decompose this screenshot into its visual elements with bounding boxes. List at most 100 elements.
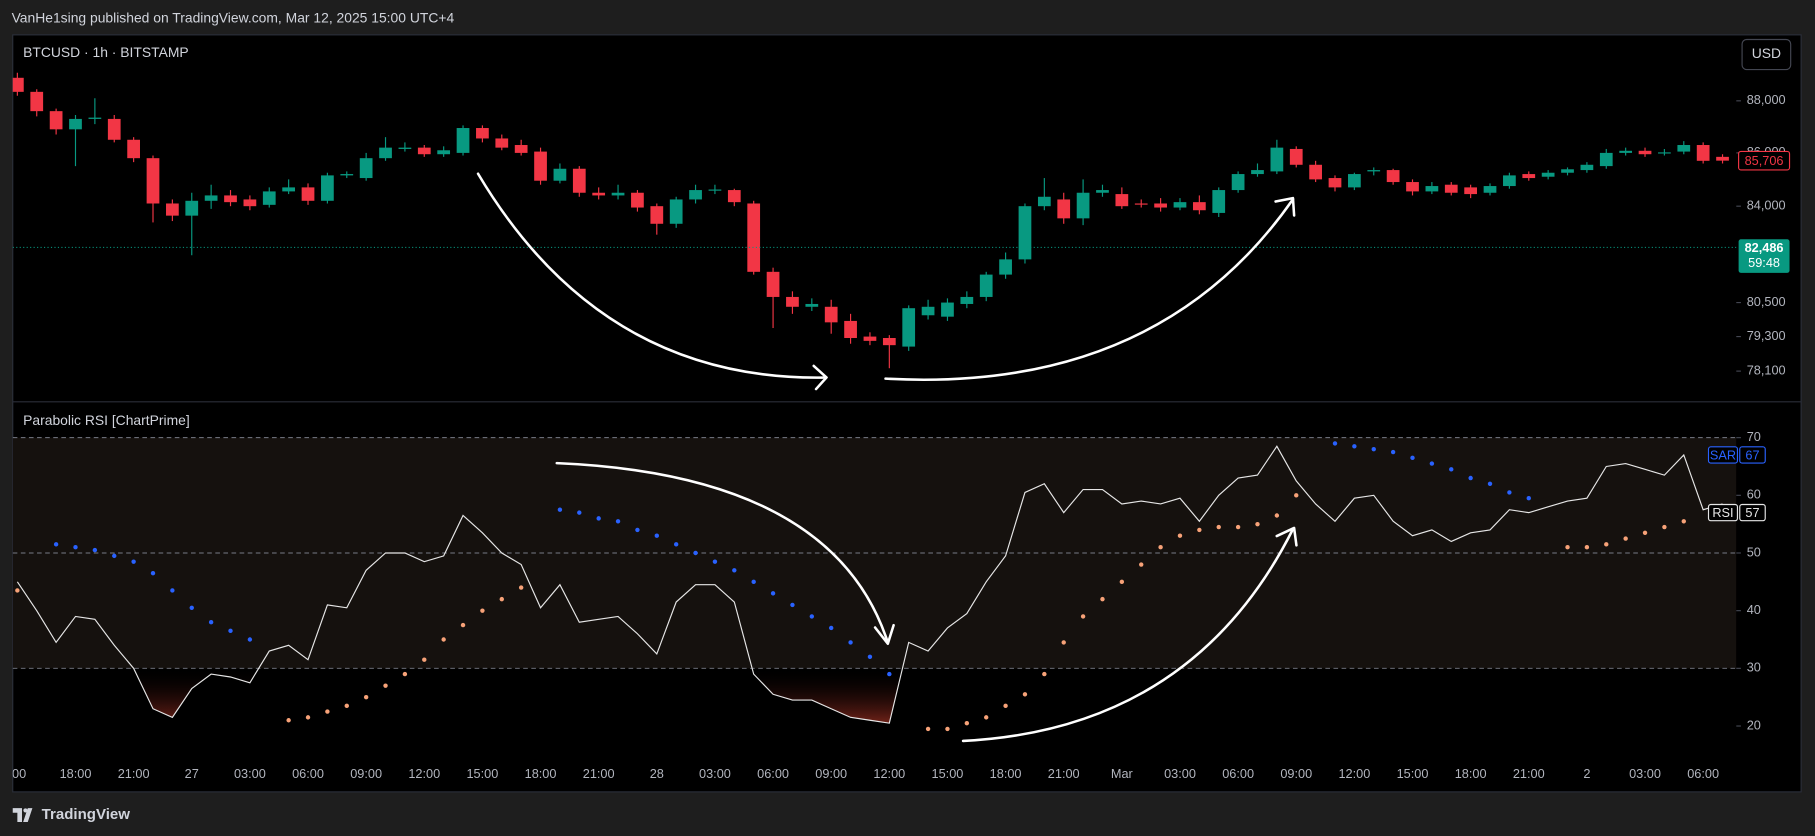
candle-body	[1444, 184, 1458, 193]
x-tick-label: 03:00	[699, 766, 731, 781]
sar-dot	[1274, 513, 1280, 518]
candle-body	[941, 302, 954, 317]
candle-body	[88, 117, 102, 119]
value-axes: 78,10079,30080,50084,00086,00088,00085,7…	[1707, 92, 1791, 732]
sar-dot	[1565, 545, 1570, 550]
x-tick-label: 21:00	[1048, 766, 1080, 781]
candle-body	[1696, 145, 1710, 161]
logo-mark	[12, 808, 33, 822]
sar-dot	[790, 602, 795, 608]
x-tick-label: 09:00	[815, 766, 847, 781]
sar-dot	[635, 527, 640, 533]
candle-body	[1599, 152, 1613, 167]
candle-body	[1173, 202, 1187, 208]
candle-body	[1251, 170, 1264, 175]
candle-body	[359, 158, 373, 179]
sar-dot	[1642, 530, 1648, 536]
x-tick-label: 03:00	[1629, 766, 1661, 781]
x-tick-label: 21:00	[583, 766, 615, 781]
x-tick-label: 18:00	[1455, 766, 1487, 781]
sar-dot	[712, 559, 718, 564]
candle-body	[592, 192, 606, 196]
candle-body	[1541, 172, 1555, 177]
sar-dot	[150, 570, 156, 576]
candle-body	[844, 320, 857, 339]
sar-dot	[1352, 444, 1357, 449]
sar-dot	[1390, 449, 1396, 455]
x-tick-label: 28	[650, 766, 664, 781]
sar-dot	[654, 533, 660, 538]
sar-dot	[1662, 524, 1667, 530]
candle-body	[398, 147, 412, 149]
candle-body	[1464, 187, 1478, 195]
candle-body	[1580, 164, 1594, 171]
sar-dot	[518, 585, 524, 590]
sar-dot	[1119, 579, 1125, 585]
candle-body	[553, 168, 567, 181]
currency-button[interactable]	[1741, 38, 1792, 71]
sar-dot	[1410, 455, 1415, 461]
series-name-badge	[1707, 503, 1739, 522]
candle-body	[49, 111, 63, 130]
sar-dot	[848, 640, 853, 645]
sar-dot	[1468, 475, 1473, 481]
arrow	[961, 527, 1295, 743]
sar-dot	[325, 709, 330, 714]
candle-body	[514, 145, 528, 153]
sar-dot	[1235, 524, 1241, 530]
x-tick-label: 03:00	[1164, 766, 1196, 781]
y-tick-label: 30	[1747, 660, 1761, 675]
publisher: VanHe1sing published on TradingView.com,…	[12, 9, 455, 25]
candle-body	[805, 303, 819, 307]
sar-dot	[363, 694, 369, 700]
sar-dot	[189, 605, 194, 610]
candle-body	[1076, 192, 1090, 219]
candle-body	[476, 128, 489, 139]
sar-dot	[887, 671, 892, 677]
candle-body	[1503, 175, 1516, 187]
sar-dot	[867, 654, 873, 660]
sar-dot	[1681, 519, 1686, 524]
arrow-head	[1274, 196, 1296, 217]
series-value-badge	[1739, 446, 1766, 464]
arrow	[555, 461, 890, 644]
sar-dot	[1100, 596, 1105, 602]
sar-dot	[1332, 441, 1338, 446]
candle-body	[495, 138, 509, 148]
countdown-label: 59:48	[1748, 255, 1780, 270]
x-tick-label: 12:00	[408, 766, 440, 781]
time-axis: :00 18:00 21:00 27 03:00 06:00 09:00 12:00 15:00…	[13, 766, 1719, 781]
sar-dot	[422, 657, 427, 662]
x-tick-label: 06:00	[292, 766, 324, 781]
candle-body	[1154, 203, 1167, 208]
price-badge-label: 85,706	[1745, 153, 1784, 168]
sar-dot	[1449, 467, 1454, 472]
candle-body	[30, 91, 44, 112]
currency-label[interactable]: USD	[1752, 45, 1781, 61]
candle-body	[321, 175, 334, 201]
candle-body	[340, 174, 354, 176]
sar-dot	[577, 510, 582, 515]
sar-dot	[809, 614, 815, 619]
sar-dot	[964, 720, 970, 726]
candle-body	[1289, 148, 1303, 165]
annotations	[476, 172, 1298, 743]
candle-body	[979, 274, 993, 297]
x-tick-label: 21:00	[118, 766, 150, 781]
sar-dot	[1604, 542, 1609, 547]
candle-body	[1231, 174, 1245, 191]
sar-dot	[732, 568, 737, 573]
candle-body	[437, 150, 451, 155]
series-value: 67	[1745, 447, 1759, 462]
x-tick-label: 18:00	[60, 766, 92, 781]
sar-dot	[170, 588, 175, 593]
candle-body	[1134, 203, 1148, 205]
sar-dot	[305, 715, 311, 720]
sar-dot	[1507, 490, 1512, 495]
candle-body	[1096, 190, 1109, 193]
series-name-badge	[1707, 446, 1739, 464]
price-badge	[1738, 150, 1791, 171]
sar-dot	[441, 637, 446, 642]
candle-body	[69, 118, 82, 130]
